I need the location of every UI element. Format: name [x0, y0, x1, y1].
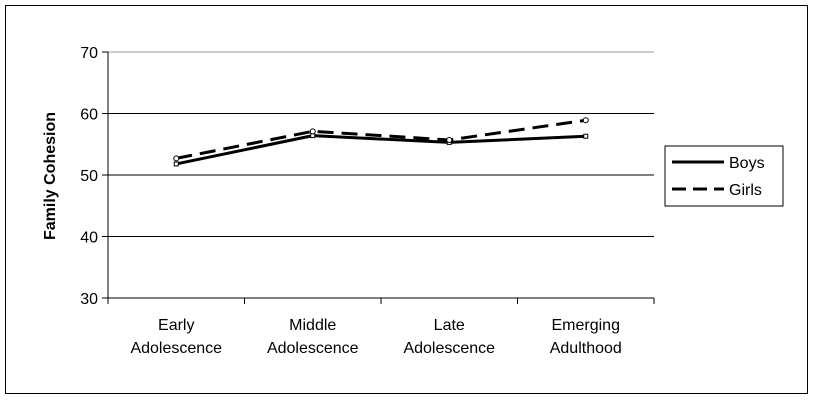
x-tick-label: Middle Adolescence — [267, 317, 359, 357]
x-tick-labels: Early Adolescence Middle Adolescence Late Ado… — [130, 317, 621, 357]
y-tick-label: 50 — [80, 168, 98, 185]
y-tick-label: 70 — [80, 45, 98, 62]
x-tick-label: Late Adolescence — [403, 317, 495, 357]
data-point-boys — [173, 161, 179, 167]
x-tick-label: Early Adolescence — [130, 317, 222, 357]
y-tick-label: 40 — [80, 230, 98, 247]
data-point-boys — [583, 133, 589, 139]
x-tick-label: Emerging Adulthood — [550, 317, 622, 357]
data-point-girls — [446, 136, 453, 143]
series-lines — [173, 117, 589, 167]
legend-box — [664, 145, 784, 207]
series-line-boys — [175, 134, 586, 166]
legend-boys-label: Boys — [729, 155, 765, 172]
data-point-girls — [582, 117, 589, 124]
y-tick-labels: 30 40 50 60 70 — [80, 45, 98, 308]
series-line-girls — [175, 118, 586, 160]
data-point-girls — [309, 128, 316, 135]
y-tick-label: 30 — [80, 291, 98, 308]
legend-girls-label: Girls — [729, 182, 762, 199]
y-tick-label: 60 — [80, 107, 98, 124]
data-point-girls — [173, 155, 180, 162]
axes — [102, 51, 655, 304]
y-axis-label: Family Cohesion — [42, 112, 59, 240]
legend: Boys Girls — [664, 145, 784, 207]
gridlines — [108, 51, 654, 237]
